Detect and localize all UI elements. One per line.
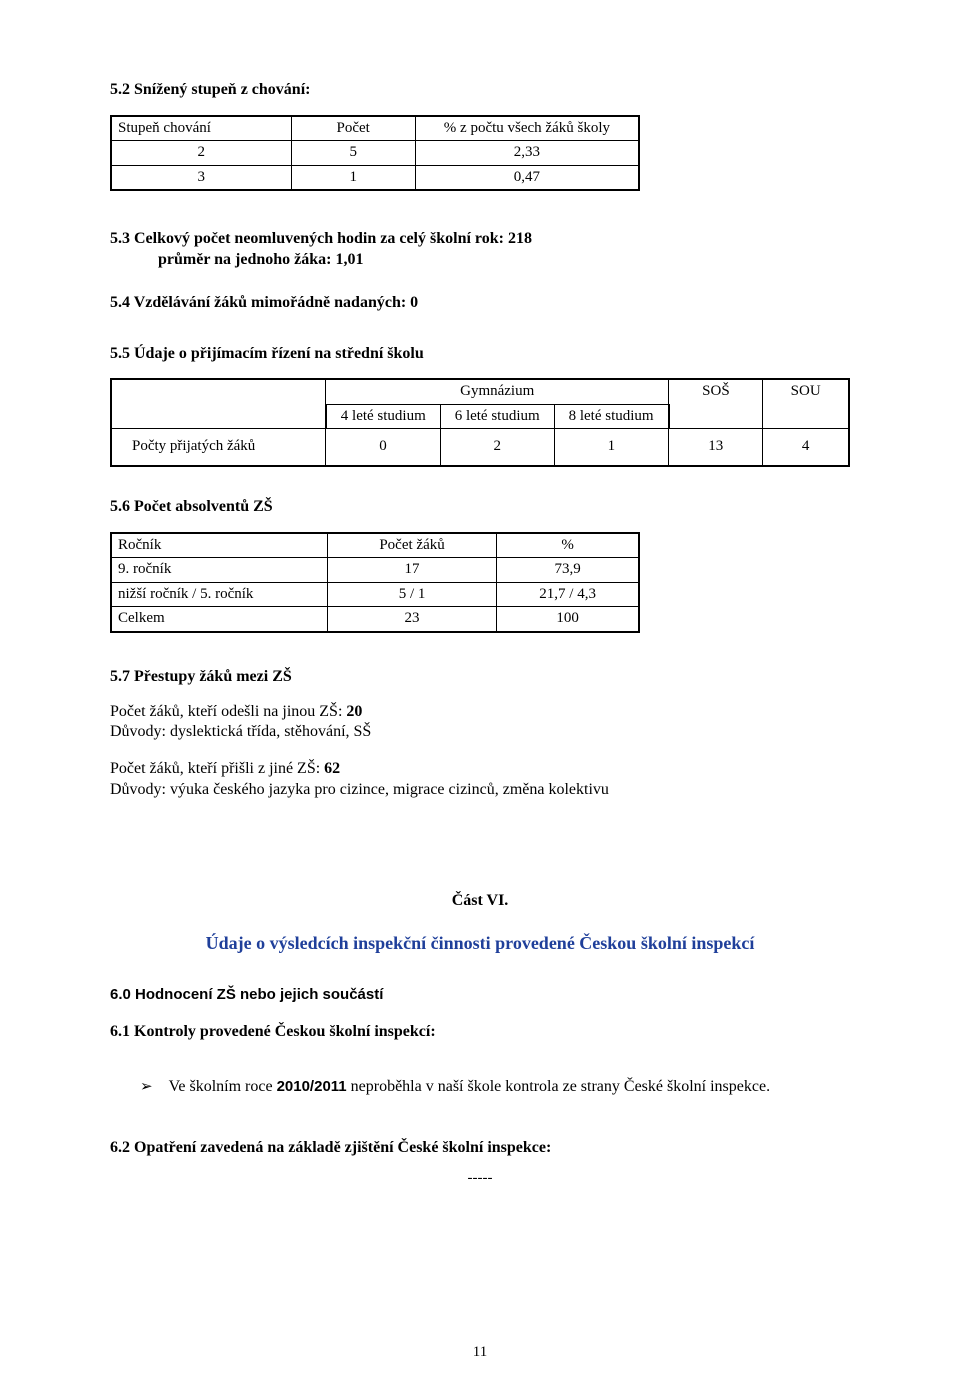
table-row: 3 1 0,47 (111, 165, 639, 190)
cell: 21,7 / 4,3 (497, 582, 639, 607)
col-header: Stupeň chování (111, 116, 291, 141)
col-header: Ročník (111, 533, 327, 558)
cell: 9. ročník (111, 558, 327, 583)
heading-5-2: 5.2 Snížený stupeň z chování: (110, 80, 850, 101)
heading-6-1: 6.1 Kontroly provedené Českou školní ins… (110, 1022, 850, 1043)
paragraph: Důvody: dyslektická třída, stěhování, SŠ (110, 722, 850, 743)
table-5-2: Stupeň chování Počet % z počtu všech žák… (110, 115, 640, 192)
table-row: Ročník Počet žáků % (111, 533, 639, 558)
col-subheader: 6 leté studium (440, 404, 554, 429)
page-number: 11 (0, 1343, 960, 1363)
table-5-6: Ročník Počet žáků % 9. ročník 17 73,9 ni… (110, 532, 640, 633)
text-bold: 20 (346, 703, 362, 720)
text-bold: 62 (324, 760, 340, 777)
cell: 100 (497, 607, 639, 632)
cell: 13 (669, 429, 763, 466)
table-row: 9. ročník 17 73,9 (111, 558, 639, 583)
cell: 0 (326, 429, 440, 466)
heading-5-5: 5.5 Údaje o přijímacím řízení na střední… (110, 344, 850, 365)
table-row: nižší ročník / 5. ročník 5 / 1 21,7 / 4,… (111, 582, 639, 607)
paragraph: Počet žáků, kteří odešli na jinou ZŠ: 20 (110, 702, 850, 723)
table-row: 2 5 2,33 (111, 141, 639, 166)
bullet-text: Ve školním roce 2010/2011 neproběhla v n… (169, 1077, 771, 1098)
cell (111, 379, 326, 429)
text: Počet žáků, kteří přišli z jiné ZŠ: (110, 760, 324, 777)
col-header: % (497, 533, 639, 558)
part-label: Část VI. (110, 891, 850, 912)
table-row: Počty přijatých žáků 0 2 1 13 4 (111, 429, 849, 466)
cell: Celkem (111, 607, 327, 632)
cell: 1 (554, 429, 668, 466)
col-subheader: 4 leté studium (326, 404, 440, 429)
col-subheader: 8 leté studium (554, 404, 668, 429)
col-header: Gymnázium (326, 379, 669, 404)
cell: 2 (440, 429, 554, 466)
dashes: ----- (110, 1169, 850, 1189)
heading-5-6: 5.6 Počet absolventů ZŠ (110, 497, 850, 518)
col-header: Počet žáků (327, 533, 496, 558)
cell: 0,47 (415, 165, 639, 190)
heading-5-3: 5.3 Celkový počet neomluvených hodin za … (110, 229, 850, 250)
table-row: Stupeň chování Počet % z počtu všech žák… (111, 116, 639, 141)
paragraph: Počet žáků, kteří přišli z jiné ZŠ: 62 (110, 759, 850, 780)
row-label: Počty přijatých žáků (111, 429, 326, 466)
cell: 5 / 1 (327, 582, 496, 607)
paragraph: Důvody: výuka českého jazyka pro cizince… (110, 780, 850, 801)
heading-6-2: 6.2 Opatření zavedená na základě zjištěn… (110, 1138, 850, 1159)
text-bold: 2010/2011 (277, 1078, 347, 1095)
text: Ve školním roce (169, 1078, 277, 1095)
cell: 2,33 (415, 141, 639, 166)
col-header: SOŠ (669, 379, 763, 429)
cell: 23 (327, 607, 496, 632)
text: neproběhla v naší škole kontrola ze stra… (347, 1078, 770, 1095)
bullet-item: ➢ Ve školním roce 2010/2011 neproběhla v… (140, 1077, 850, 1098)
cell: 5 (291, 141, 415, 166)
col-header: Počet (291, 116, 415, 141)
cell: nižší ročník / 5. ročník (111, 582, 327, 607)
col-header: SOU (763, 379, 849, 429)
cell: 1 (291, 165, 415, 190)
part-title: Údaje o výsledcích inspekční činnosti pr… (110, 932, 850, 955)
heading-6-0: 6.0 Hodnocení ZŠ nebo jejich součástí (110, 985, 850, 1005)
text-5-3-avg: průměr na jednoho žáka: 1,01 (158, 250, 850, 271)
table-row: Celkem 23 100 (111, 607, 639, 632)
col-header: % z počtu všech žáků školy (415, 116, 639, 141)
table-row: Gymnázium SOŠ SOU (111, 379, 849, 404)
bullet-icon: ➢ (140, 1078, 153, 1098)
cell: 2 (111, 141, 291, 166)
text: Počet žáků, kteří odešli na jinou ZŠ: (110, 703, 346, 720)
cell: 73,9 (497, 558, 639, 583)
cell: 17 (327, 558, 496, 583)
cell: 3 (111, 165, 291, 190)
table-5-5: Gymnázium SOŠ SOU 4 leté studium 6 leté … (110, 378, 850, 467)
heading-5-4: 5.4 Vzdělávání žáků mimořádně nadaných: … (110, 293, 850, 314)
heading-5-7: 5.7 Přestupy žáků mezi ZŠ (110, 667, 850, 688)
cell: 4 (763, 429, 849, 466)
